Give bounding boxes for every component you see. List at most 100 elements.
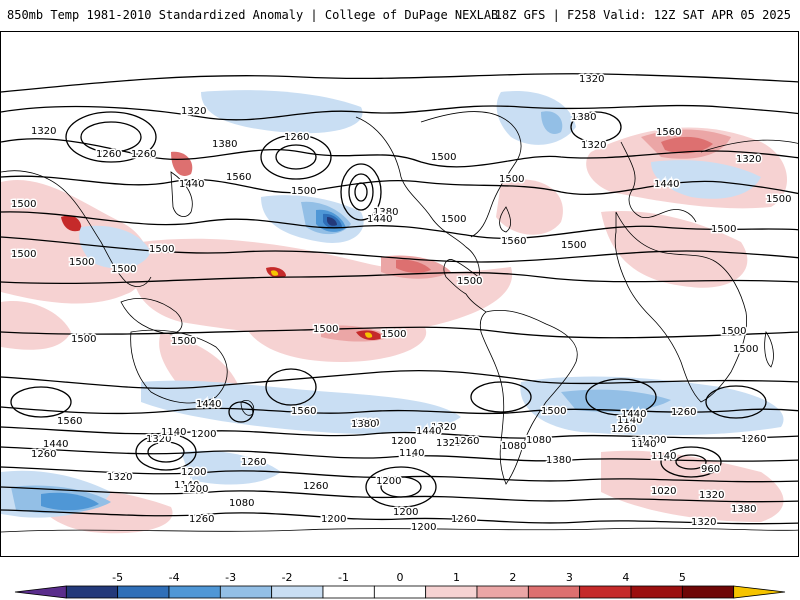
cold-anomaly-region — [561, 389, 671, 412]
contour-label: 1260 — [31, 449, 56, 460]
colorbar-tick-label: -5 — [112, 571, 123, 584]
contour-label: 1320 — [581, 140, 606, 151]
contour-label: 960 — [701, 464, 720, 475]
contour-label: 1500 — [111, 264, 136, 275]
contour-label: 1440 — [367, 214, 392, 225]
contour-label: 1200 — [393, 507, 418, 518]
contour-label: 1320 — [736, 154, 761, 165]
coastline — [764, 331, 774, 368]
contour-label: 1140 — [174, 480, 199, 491]
height-contour — [705, 385, 767, 419]
contour-label: 1560 — [291, 406, 316, 417]
contour-label: 1500 — [561, 240, 586, 251]
height-contour — [675, 454, 707, 470]
height-contour — [1, 138, 798, 168]
contour-label: 1320 — [146, 434, 171, 445]
height-contour — [147, 441, 185, 463]
height-contour — [65, 111, 157, 163]
contour-label: 1440 — [621, 409, 646, 420]
coastline — [1, 527, 798, 533]
warm-anomaly-region — [601, 450, 784, 522]
contour-label: 1260 — [451, 514, 476, 525]
colorbar-tick-label: -4 — [169, 571, 180, 584]
contour-label: 1200 — [321, 514, 346, 525]
height-contour — [1, 271, 798, 285]
height-contour — [470, 381, 532, 413]
contour-label: 1260 — [611, 424, 636, 435]
contour-label: 1200 — [641, 435, 666, 446]
map-canvas: 1320 1320 1320 1260 1260 1380 1260 1440 1500 1560… — [1, 73, 798, 535]
contour-label: 1200 — [181, 467, 206, 478]
contour-label: 1440 — [179, 179, 204, 190]
header: 850mb Temp 1981-2010 Standardized Anomal… — [0, 0, 800, 30]
colorbar-tick-label: -1 — [338, 571, 349, 584]
colorbar-swatch — [733, 585, 786, 599]
contour-label: 1380 — [212, 139, 237, 150]
contour-label: 1500 — [71, 334, 96, 345]
contour-label: 1320 — [436, 438, 461, 449]
contour-label: 1260 — [284, 132, 309, 143]
contour-label: 1380 — [546, 455, 571, 466]
height-contour — [1, 175, 798, 196]
height-contour — [1, 104, 798, 121]
model-valid-time: 18Z GFS | F258 Valid: 12Z SAT APR 05 202… — [494, 8, 791, 22]
contour-label: 1200 — [391, 436, 416, 447]
height-contour — [585, 378, 657, 416]
height-contour — [228, 401, 254, 423]
contour-label: 1560 — [57, 416, 82, 427]
height-contours — [1, 73, 798, 525]
height-contour — [260, 134, 332, 180]
warm-anomaly-region — [396, 259, 431, 273]
colorbar-swatch — [527, 585, 581, 599]
contour-label: 1500 — [11, 249, 36, 260]
contour-label: 1380 — [351, 419, 376, 430]
height-contour — [340, 163, 382, 221]
colorbar-swatch — [630, 585, 683, 599]
contour-label: 1560 — [656, 127, 681, 138]
height-contour — [1, 326, 798, 339]
contour-label: 1440 — [654, 179, 679, 190]
colorbar-swatch — [579, 585, 632, 599]
colorbar-swatch — [168, 585, 221, 599]
contour-label: 1500 — [431, 152, 456, 163]
warm-anomaly-region — [601, 211, 748, 288]
contour-label: 1500 — [441, 214, 466, 225]
height-contour — [1, 370, 798, 390]
contour-label: 1260 — [241, 457, 266, 468]
height-contour — [1, 406, 798, 415]
colorbar-swatch — [681, 585, 735, 599]
contour-label: 1260 — [96, 149, 121, 160]
warm-anomaly-region — [61, 215, 82, 232]
height-contour — [135, 433, 197, 471]
contour-label: 1380 — [731, 504, 756, 515]
contour-label: 1320 — [31, 126, 56, 137]
contour-label: 1500 — [313, 324, 338, 335]
contour-label: 1020 — [651, 486, 676, 497]
coastline — [130, 329, 228, 404]
contour-label: 1140 — [399, 448, 424, 459]
colorbar-tick-label: 5 — [679, 571, 686, 584]
contour-label: 1200 — [631, 437, 656, 448]
contour-label: 1380 — [571, 112, 596, 123]
colorbar-swatch — [373, 585, 427, 599]
contour-label: 1500 — [711, 224, 736, 235]
contour-label: 1260 — [189, 514, 214, 525]
contour-label: 1320 — [579, 74, 604, 85]
cold-anomaly-region — [201, 90, 363, 134]
height-contour — [1, 211, 798, 240]
height-contour — [570, 111, 622, 143]
contour-label: 1140 — [161, 427, 186, 438]
height-contour — [1, 73, 798, 93]
cold-anomaly-region — [141, 380, 461, 434]
contour-label: 1080 — [526, 435, 551, 446]
contour-label: 1200 — [191, 429, 216, 440]
colorbar-tick-label: -2 — [282, 571, 293, 584]
contour-label: 1500 — [541, 406, 566, 417]
contour-label: 1500 — [721, 326, 746, 337]
contour-label: 1380 — [373, 207, 398, 218]
height-contour — [1, 509, 798, 525]
warm-anomaly-region — [1, 301, 71, 350]
contour-label: 1500 — [499, 174, 524, 185]
contour-label: 1260 — [303, 481, 328, 492]
contour-label: 1140 — [631, 439, 656, 450]
